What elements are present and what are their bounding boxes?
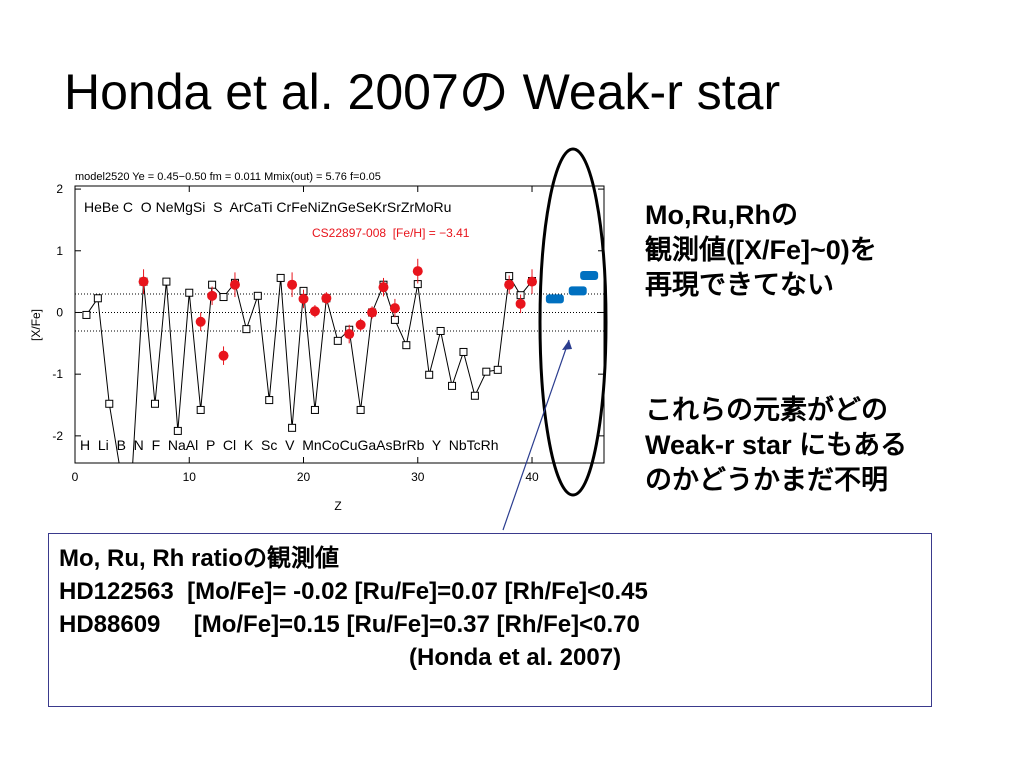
observed-point [138,276,149,287]
y-tick-label: -2 [52,429,63,443]
model-point [162,277,171,286]
model-point [288,423,297,432]
y-tick-label: 1 [56,244,63,258]
y-tick-label: 2 [56,182,63,196]
model-point [219,293,228,302]
model-point [196,405,205,414]
y-tick-label: 0 [56,305,63,319]
text-line: これらの元素がどの [645,395,888,425]
observed-point [207,290,218,301]
observed-point [321,293,332,304]
x-tick-label: 0 [72,470,79,484]
observed-point [355,319,366,330]
model-point [185,288,194,297]
model-point [253,291,262,300]
model-point [105,399,114,408]
model-point [402,341,411,350]
model-point [242,325,251,334]
text-line: 再現できてない [645,270,834,300]
model-point [470,391,479,400]
y-axis-label: [X/Fe] [29,309,43,341]
x-tick-label: 10 [183,470,197,484]
x-tick-label: 20 [297,470,311,484]
observed-point [504,279,515,290]
observed-point [195,316,206,327]
element-labels: H Li B N F NaAl P Cl K Sc V MnCoCuGaAsBr… [80,437,499,453]
observed-point [412,266,423,277]
plot-area [82,258,599,476]
note: これらの元素がどの Weak-r star にもある のかどうかまだ不明 [645,393,907,498]
honda-point [545,294,564,304]
model-point [448,381,457,390]
observed-point [527,276,538,287]
series-line [86,274,533,463]
honda-point [580,270,599,280]
observed-point [344,329,355,340]
text-line: (Honda et al. 2007) [409,644,622,671]
info-box: Mo, Ru, Rh ratioの観測値 HD122563 [Mo/Fe]= -0… [48,533,932,707]
x-axis-label: Z [334,499,341,513]
element-labels: HeBe C O NeMgSi S ArCaTi CrFeNiZnGeSeKrS… [84,199,451,215]
observed-point [298,293,309,304]
plot-frame [74,185,605,464]
annotation: CS22897-008 [Fe/H] = −3.41 [312,226,470,240]
observed-point [378,282,389,293]
model-point [493,365,502,374]
model-point [459,347,468,356]
arrow [502,339,570,531]
observed-point [229,279,240,290]
x-tick-label: 30 [411,470,425,484]
model-point [117,469,124,476]
observed-point [287,279,298,290]
model-point [482,367,491,376]
observed-point [218,350,229,361]
model-point [276,273,285,282]
text-line: のかどうかまだ不明 [645,465,888,495]
model-point [150,399,159,408]
model-point [173,426,182,435]
text-line: Mo,Ru,Rhの [645,200,798,230]
model-point [356,405,365,414]
observed-point [515,298,526,309]
y-tick-label: -1 [52,367,63,381]
model-point [310,405,319,414]
text-line: HD88609 [Mo/Fe]=0.15 [Ru/Fe]=0.37 [Rh/Fe… [59,611,640,638]
slide-title: Honda et al. 2007の Weak-r star [64,64,781,120]
observed-point [389,303,400,314]
highlight-ellipse [538,147,608,497]
model-point [436,326,445,335]
chart-header: model2520 Ye = 0.45−0.50 fm = 0.011 Mmix… [75,171,381,183]
observed-point [309,306,320,317]
x-tick-label: 40 [525,470,539,484]
honda-point [568,286,587,296]
text-line: Mo, Ru, Rh ratioの観測値 [59,545,339,572]
model-point [333,336,342,345]
model-point [129,469,136,476]
note: Mo,Ru,Rhの観測値([X/Fe]~0)を 再現できてない [645,198,877,303]
observed-point [367,307,378,318]
text-line: 観測値([X/Fe]~0)を [645,235,877,265]
model-point [265,396,274,405]
model-point [425,370,434,379]
text-line: Weak-r star にもある [645,430,908,460]
model-point [390,315,399,324]
model-point [93,294,102,303]
model-point [82,310,91,319]
arrow-head [562,340,572,350]
text-line: HD122563 [Mo/Fe]= -0.02 [Ru/Fe]=0.07 [Rh… [59,578,648,605]
